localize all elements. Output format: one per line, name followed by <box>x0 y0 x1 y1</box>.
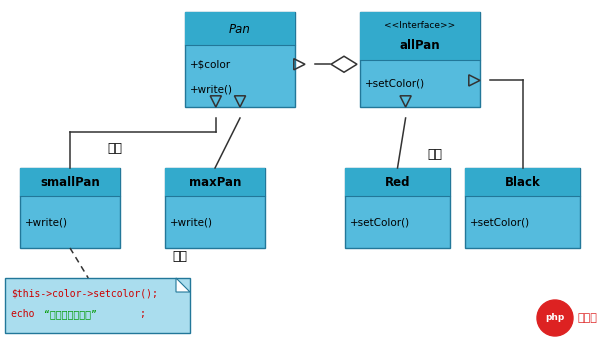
Text: +write(): +write() <box>190 84 233 94</box>
Text: smallPan: smallPan <box>40 176 100 189</box>
Text: Red: Red <box>385 176 410 189</box>
Bar <box>185 12 295 45</box>
Bar <box>345 168 450 196</box>
Bar <box>165 168 265 196</box>
Text: maxPan: maxPan <box>189 176 241 189</box>
Text: +write(): +write() <box>170 217 213 227</box>
Circle shape <box>537 300 573 336</box>
Bar <box>5 278 190 333</box>
Text: +setColor(): +setColor() <box>365 79 425 89</box>
Polygon shape <box>176 278 190 292</box>
Bar <box>345 168 450 248</box>
Bar <box>360 12 480 107</box>
Text: “写出来的粗体字”: “写出来的粗体字” <box>44 309 97 319</box>
Bar <box>465 168 580 196</box>
Bar <box>20 168 120 248</box>
Text: 实例: 实例 <box>428 149 442 162</box>
Text: <<Interface>>: <<Interface>> <box>384 21 456 30</box>
Bar <box>360 12 480 59</box>
Text: ;: ; <box>139 309 145 319</box>
Text: 继承: 继承 <box>108 142 122 154</box>
Text: 注释: 注释 <box>172 249 188 262</box>
Bar <box>20 168 120 196</box>
Text: Black: Black <box>505 176 540 189</box>
Text: +setColor(): +setColor() <box>350 217 410 227</box>
Text: allPan: allPan <box>400 39 440 52</box>
Text: $this->color->setcolor();: $this->color->setcolor(); <box>11 289 158 299</box>
Bar <box>185 12 295 107</box>
Bar <box>465 168 580 248</box>
Text: echo: echo <box>11 309 41 319</box>
Text: php: php <box>545 314 564 322</box>
Text: +setColor(): +setColor() <box>470 217 530 227</box>
Text: +$color: +$color <box>190 60 231 70</box>
Text: 中文网: 中文网 <box>578 313 598 323</box>
Bar <box>165 168 265 248</box>
Text: +write(): +write() <box>25 217 68 227</box>
Text: Pan: Pan <box>229 23 251 36</box>
